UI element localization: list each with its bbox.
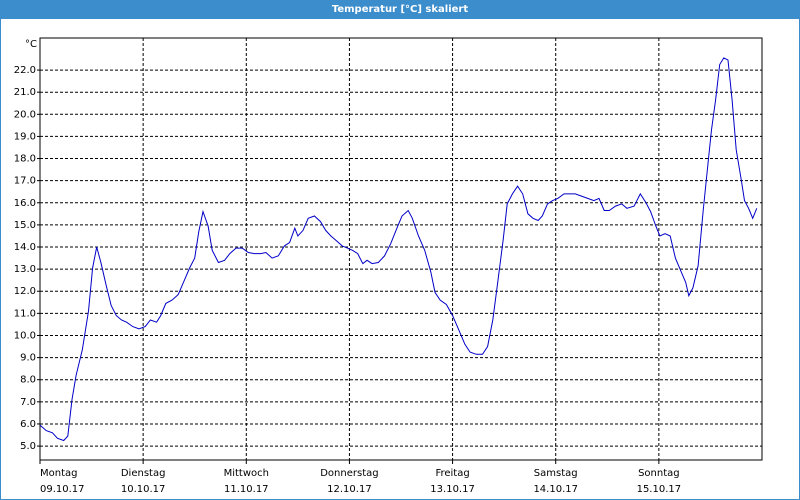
x-tick-label: Dienstag xyxy=(121,468,166,479)
x-tick-label: Freitag xyxy=(435,468,469,479)
x-tick-label: Montag xyxy=(40,468,77,479)
x-tick-date: 14.10.17 xyxy=(533,484,578,495)
y-tick-label: 12.0 xyxy=(14,286,36,297)
y-tick-label: 21.0 xyxy=(14,87,36,98)
x-tick-date: 12.10.17 xyxy=(327,484,372,495)
x-tick-date: 11.10.17 xyxy=(224,484,269,495)
title-bar xyxy=(0,0,800,18)
temperature-line xyxy=(39,57,758,442)
x-tick-label: Mittwoch xyxy=(224,468,269,479)
y-tick-label: 14.0 xyxy=(14,242,36,253)
plot-border xyxy=(39,37,763,461)
x-tick-label: Donnerstag xyxy=(320,468,378,479)
y-tick-label: 22.0 xyxy=(14,65,36,76)
x-tick-label: Samstag xyxy=(534,468,578,479)
chart-title: Temperatur [°C] skaliert xyxy=(332,4,469,15)
y-tick-label: 18.0 xyxy=(14,154,36,165)
y-tick-label: 7.0 xyxy=(20,397,36,408)
y-tick-label: 19.0 xyxy=(14,131,36,142)
x-tick-date: 09.10.17 xyxy=(40,484,85,495)
x-tick-date: 15.10.17 xyxy=(637,484,682,495)
y-tick-label: 17.0 xyxy=(14,176,36,187)
y-tick-label: 8.0 xyxy=(20,375,36,386)
x-tick-date: 13.10.17 xyxy=(430,484,475,495)
x-tick-label: Sonntag xyxy=(638,468,680,479)
y-tick-label: 20.0 xyxy=(14,109,36,120)
y-tick-label: 5.0 xyxy=(20,441,36,452)
y-tick-label: 11.0 xyxy=(14,308,36,319)
y-unit-label: °C xyxy=(25,39,37,50)
x-tick-date: 10.10.17 xyxy=(121,484,166,495)
y-tick-label: 15.0 xyxy=(14,220,36,231)
y-tick-label: 10.0 xyxy=(14,330,36,341)
y-tick-label: 13.0 xyxy=(14,264,36,275)
y-tick-label: 16.0 xyxy=(14,198,36,209)
y-tick-label: 9.0 xyxy=(20,353,36,364)
y-tick-label: 6.0 xyxy=(20,419,36,430)
